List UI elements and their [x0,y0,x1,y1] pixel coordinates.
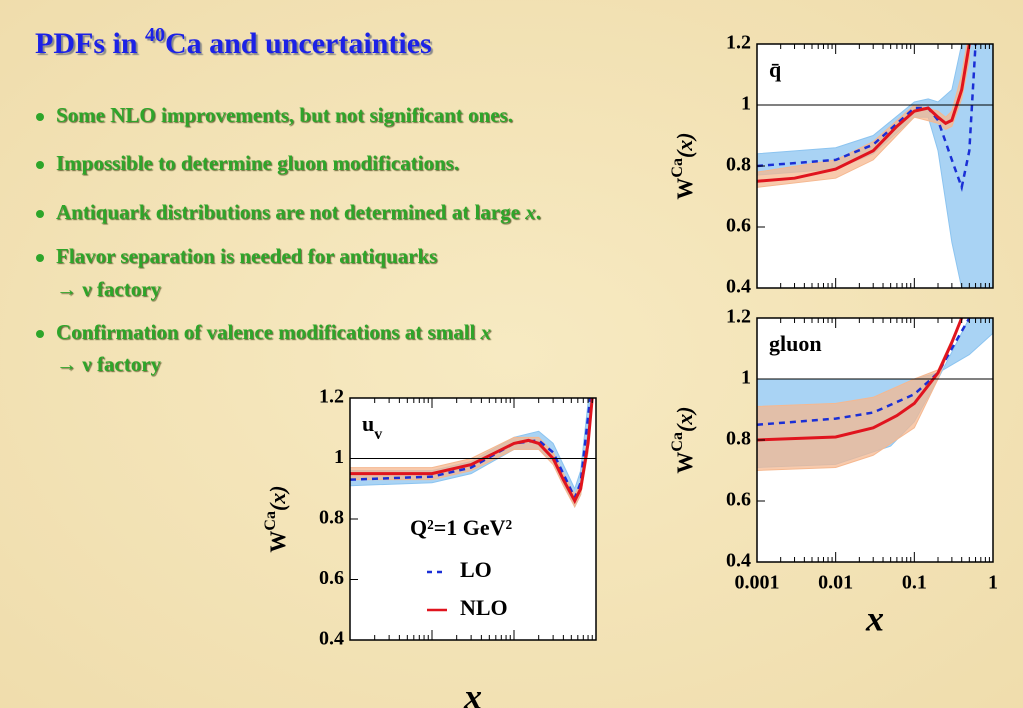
x-tick-label: 1 [988,572,998,594]
title-text: PDFs in [35,27,145,60]
panel-label-sub: v [374,426,382,443]
panel-label: gluon [769,331,822,356]
y-label-sup: Ca [669,158,686,178]
y-axis-label: WCa(x) [262,485,290,552]
slide-title: PDFs in 40Ca and uncertainties [35,24,432,60]
bullet-text: . [536,200,541,224]
y-tick-label: 1 [741,367,751,389]
bullet-text: Confirmation of valence modifications at… [56,320,481,344]
title-sup: 40 [145,24,165,46]
series-line [350,398,592,501]
plot-layer [350,398,594,509]
bullet-dot [36,210,44,218]
panel-label: uv [362,411,382,443]
bullet-line: → ν factory [56,277,162,301]
y-label-sup: Ca [262,511,279,531]
bullet-line: Some NLO improvements, but not significa… [56,103,513,127]
bullet-line: Antiquark distributions are not determin… [56,200,541,224]
y-label-rest: (x) [265,485,290,511]
bullet-dot [36,330,44,338]
y-tick-label: 0.8 [319,507,344,529]
y-tick-label: 0.8 [726,428,751,450]
bullet-dot [36,113,44,121]
bullet-text: Impossible to determine gluon modificati… [56,151,459,175]
bullet-line: Impossible to determine gluon modificati… [56,151,459,175]
bullet-line: Confirmation of valence modifications at… [56,320,491,344]
y-label-rest: (x) [672,132,697,158]
bullet-text: Flavor separation is needed for antiquar… [56,244,437,268]
title-text: Ca and uncertainties [165,27,432,60]
x-axis-label: x [463,676,482,708]
bullet-line: Flavor separation is needed for antiquar… [56,244,437,268]
annotation: Q²=1 GeV² [410,515,513,540]
y-tick-label: 0.4 [726,550,751,572]
x-tick-label: 0.1 [902,572,927,594]
uncertainty-band [757,44,970,188]
bullet-text: Some NLO improvements, but not significa… [56,103,513,127]
panel-label-text: gluon [769,331,822,356]
legend-label: NLO [460,595,508,620]
y-tick-label: 0.6 [726,489,751,511]
bullet-text: → ν factory [56,352,162,376]
plot-area [350,398,596,640]
y-tick-label: 1.2 [319,386,344,408]
y-label-base: W [672,178,697,200]
panel-label-text: q̄ [769,57,782,82]
y-tick-label: 0.4 [726,276,751,298]
x-axis-label: x [865,598,884,638]
panel-label: q̄ [769,57,782,82]
y-tick-label: 0.8 [726,154,751,176]
y-axis-label: WCa(x) [669,406,697,473]
bullet-dot [36,161,44,169]
legend-label: LO [460,557,492,582]
y-tick-label: 0.6 [319,567,344,589]
series-line [757,318,964,442]
bullet-dot [36,254,44,262]
y-label-rest: (x) [672,406,697,432]
series-line [757,44,977,192]
y-axis-label: WCa(x) [669,132,697,199]
bullet-line: → ν factory [56,352,162,376]
bullet-text: → ν factory [56,277,162,301]
y-tick-label: 1 [334,446,344,468]
series-line [757,318,971,426]
x-tick-label: 0.01 [818,572,853,594]
bullet-text: x [480,320,492,344]
x-tick-label: 0.001 [735,572,780,594]
y-tick-label: 1.2 [726,306,751,328]
series-line [757,44,971,183]
panel-label-text: u [362,411,374,436]
y-tick-label: 0.6 [726,215,751,237]
bullet-text: Antiquark distributions are not determin… [56,200,525,224]
y-label-sup: Ca [669,432,686,452]
series-line [350,398,594,505]
y-label-base: W [265,531,290,553]
y-tick-label: 1 [741,93,751,115]
y-label-base: W [672,452,697,474]
y-tick-label: 1.2 [726,32,751,54]
bullet-text: x [524,200,536,224]
y-tick-label: 0.4 [319,628,344,650]
